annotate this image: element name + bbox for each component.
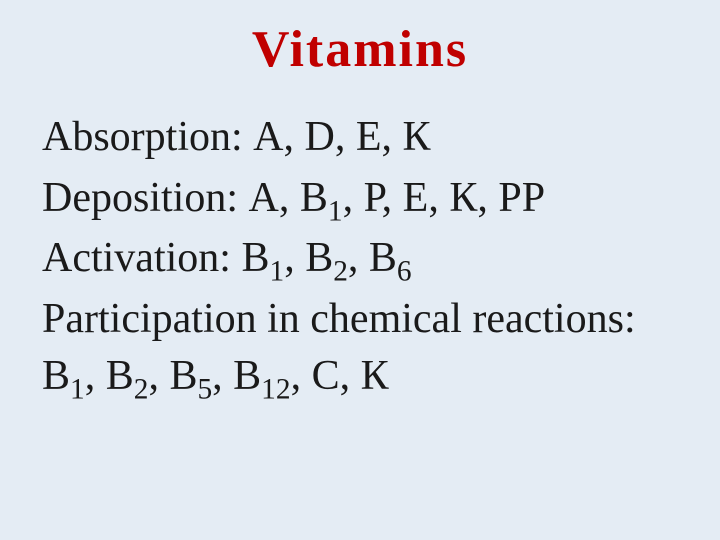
participation-items: В1, В2, В5, В12, С, К <box>42 353 389 399</box>
vitamin-item: В1 <box>42 353 85 399</box>
vitamin-item: E <box>356 114 382 160</box>
vitamin-item: РР <box>498 175 545 221</box>
line-deposition: Deposition: А, В1, Р, Е, К, РР <box>42 170 690 227</box>
slide-content: Absorption: А, D, E, К Deposition: А, В1… <box>42 109 690 404</box>
participation-label: Participation in chemical reactions: <box>42 296 636 342</box>
vitamin-item: В2 <box>106 353 149 399</box>
vitamin-item: К <box>361 353 389 399</box>
activation-items: В1, В2, В6 <box>241 235 411 281</box>
vitamin-item: Е <box>403 175 429 221</box>
vitamin-item: В1 <box>300 175 343 221</box>
line-activation: Activation: В1, В2, В6 <box>42 230 690 287</box>
vitamin-item: Р <box>364 175 382 221</box>
slide-title: Vitamins <box>30 20 690 79</box>
deposition-label: Deposition: <box>42 175 249 221</box>
vitamin-item: D <box>305 114 335 160</box>
vitamin-item: С <box>312 353 340 399</box>
vitamin-item: К <box>449 175 477 221</box>
vitamin-item: В2 <box>305 235 348 281</box>
line-participation: Participation in chemical reactions: В1,… <box>42 291 690 404</box>
absorption-items: А, D, E, К <box>253 114 430 160</box>
vitamin-item: В1 <box>241 235 284 281</box>
slide: Vitamins Absorption: А, D, E, К Depositi… <box>0 0 720 540</box>
line-absorption: Absorption: А, D, E, К <box>42 109 690 166</box>
activation-label: Activation: <box>42 235 241 281</box>
vitamin-item: А <box>253 114 283 160</box>
vitamin-item: В12 <box>233 353 290 399</box>
absorption-label: Absorption: <box>42 114 253 160</box>
vitamin-item: А <box>249 175 279 221</box>
vitamin-item: В6 <box>369 235 412 281</box>
vitamin-item: В5 <box>169 353 212 399</box>
vitamin-item: К <box>403 114 431 160</box>
deposition-items: А, В1, Р, Е, К, РР <box>249 175 546 221</box>
